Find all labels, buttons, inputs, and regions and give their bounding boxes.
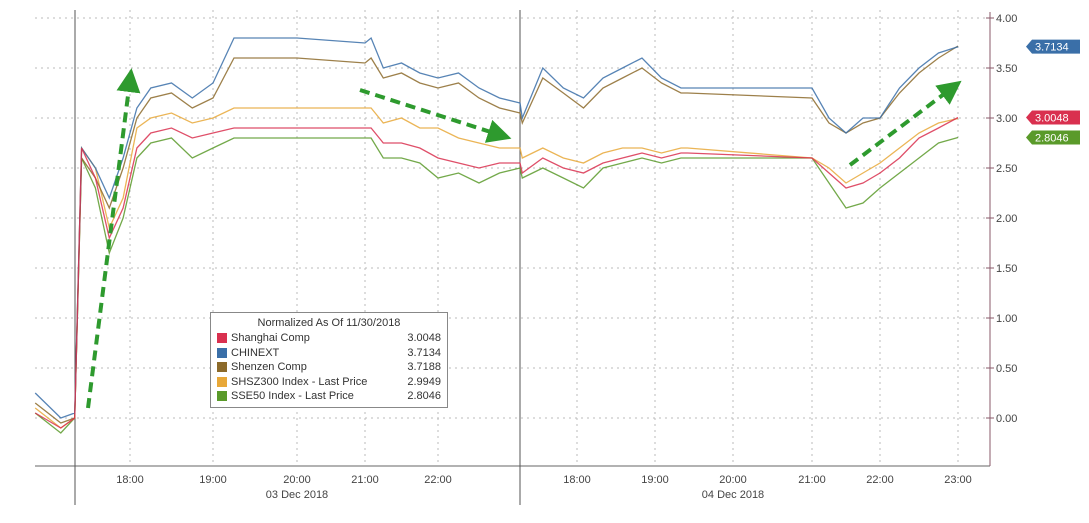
annotation-arrow (359, 88, 512, 143)
y-tick-label: 2.50 (996, 163, 1017, 175)
y-tick-label: 1.50 (996, 263, 1017, 275)
annotation-arrow (86, 68, 141, 409)
legend-entry: SHSZ300 Index - Last Price 2.9949 (217, 375, 441, 390)
legend-name: Shanghai Comp (231, 332, 310, 345)
annotation-arrow (848, 80, 962, 167)
last-value-label: 2.8046 (1035, 133, 1069, 145)
legend-swatch (217, 333, 227, 344)
x-tick-label: 22:00 (866, 474, 894, 486)
legend-value: 3.0048 (407, 332, 441, 345)
last-value-tag (1026, 39, 1080, 54)
legend-entry: SSE50 Index - Last Price 2.8046 (217, 389, 441, 404)
y-tick-label: 0.50 (996, 363, 1017, 375)
legend-swatch (217, 376, 227, 387)
last-value-tag (1026, 110, 1080, 125)
legend-title: Normalized As Of 11/30/2018 (257, 317, 401, 329)
x-date-label: 03 Dec 2018 (266, 489, 328, 501)
series-line-shenzen-comp (34, 45, 959, 424)
legend-value: 3.7188 (407, 361, 441, 374)
legend: Normalized As Of 11/30/2018 Shanghai Com… (210, 312, 448, 408)
legend-value: 3.7134 (407, 346, 441, 359)
y-tick-label: 3.00 (996, 113, 1017, 125)
y-tick-label: 4.00 (996, 13, 1017, 25)
x-date-label: 04 Dec 2018 (702, 489, 764, 501)
last-value-label: 3.0048 (1035, 113, 1069, 125)
legend-swatch (217, 362, 227, 373)
legend-entry: Shenzen Comp 3.7188 (217, 360, 441, 375)
y-tick-label: 0.00 (996, 413, 1017, 425)
series-line-shanghai-comp (34, 116, 959, 429)
y-tick-label: 1.00 (996, 313, 1017, 325)
legend-value: 2.9949 (407, 375, 441, 388)
x-tick-label: 18:00 (563, 474, 591, 486)
legend-swatch (217, 347, 227, 358)
x-tick-label: 18:00 (116, 474, 144, 486)
legend-name: SHSZ300 Index - Last Price (231, 375, 368, 388)
y-tick-label: 3.50 (996, 63, 1017, 75)
x-tick-label: 22:00 (424, 474, 452, 486)
legend-entry: CHINEXT 3.7134 (217, 346, 441, 361)
last-value-tag (1026, 130, 1080, 145)
x-tick-label: 19:00 (641, 474, 669, 486)
last-value-label: 3.7134 (1035, 42, 1069, 54)
x-tick-label: 21:00 (798, 474, 826, 486)
x-tick-label: 20:00 (719, 474, 747, 486)
series-line-chinext (34, 36, 959, 419)
legend-name: SSE50 Index - Last Price (231, 390, 354, 403)
x-tick-label: 21:00 (351, 474, 379, 486)
legend-name: Shenzen Comp (231, 361, 307, 374)
legend-name: CHINEXT (231, 346, 280, 359)
x-tick-label: 20:00 (283, 474, 311, 486)
series-line-shsz300-index-last-price (34, 107, 959, 429)
legend-value: 2.8046 (407, 390, 441, 403)
legend-entry: Shanghai Comp 3.0048 (217, 331, 441, 346)
x-tick-label: 23:00 (944, 474, 972, 486)
series-line-sse50-index-last-price (34, 136, 959, 434)
legend-swatch (217, 391, 227, 402)
x-tick-label: 19:00 (199, 474, 227, 486)
y-tick-label: 2.00 (996, 213, 1017, 225)
